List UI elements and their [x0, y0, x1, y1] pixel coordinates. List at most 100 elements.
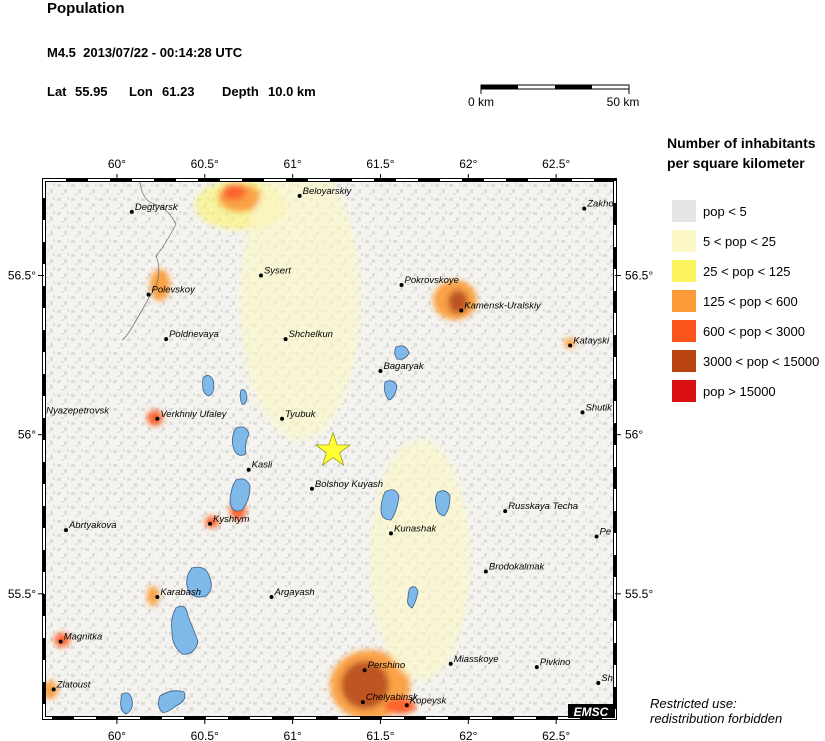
legend-label: 600 < pop < 3000	[703, 324, 805, 339]
depth-label: Depth	[222, 84, 259, 99]
city-dot	[246, 467, 251, 472]
x-tick-label: 61.5°	[366, 729, 394, 741]
city-label: Pivkino	[540, 657, 571, 668]
city-dot	[448, 661, 453, 666]
x-tick-label: 60°	[108, 157, 126, 171]
city-label: Beloyarskiy	[303, 186, 353, 197]
lat-label: Lat	[47, 84, 67, 99]
legend: pop < 5 5 < pop < 25 25 < pop < 125 125 < p…	[672, 200, 819, 402]
city-dot	[594, 534, 599, 539]
city-dot	[146, 292, 151, 297]
city-label: Kopeysk	[410, 695, 448, 706]
city-label: Argayash	[274, 587, 315, 598]
city-dot	[155, 416, 160, 421]
city-dot	[297, 193, 302, 198]
city-label: Shchelkun	[289, 329, 333, 340]
legend-swatch	[672, 230, 696, 252]
cities: Degtyarsk Beloyarskiy Zakho Sysert Polevskoy…	[44, 186, 614, 708]
y-tick-label: 56°	[625, 428, 643, 442]
city-dot	[51, 687, 56, 692]
legend-label: 25 < pop < 125	[703, 264, 790, 279]
x-tick-label: 62°	[459, 157, 477, 171]
scale-start: 0 km	[468, 95, 494, 109]
city-label: Kamensk-Uralskiy	[464, 301, 542, 312]
ticks: 60° 60° 60.5° 60.5° 61° 61° 61.5° 61.5° 62° 62° 62…	[8, 157, 654, 741]
city-dot	[58, 639, 63, 644]
lakes	[120, 345, 451, 715]
city-label: Sysert	[264, 266, 291, 277]
border	[121, 181, 177, 341]
city-label: Magnitka	[64, 632, 103, 643]
legend-label: 3000 < pop < 15000	[703, 354, 819, 369]
city-label: Verkhniy Ufaley	[160, 409, 227, 420]
legend-swatch	[672, 380, 696, 402]
lon-value: 61.23	[162, 84, 195, 99]
x-tick-label: 61°	[284, 157, 302, 171]
legend-label: 5 < pop < 25	[703, 234, 776, 249]
city-dot	[269, 595, 274, 600]
city-label: Chelyabinsk	[366, 692, 419, 703]
city-label: Sh	[601, 673, 613, 684]
note-line: Restricted use:	[650, 696, 737, 711]
city-dot	[280, 416, 285, 421]
city-label: Katayski	[573, 336, 610, 347]
x-tick-label: 60.5°	[191, 729, 219, 741]
city-dot	[483, 569, 488, 574]
city-dot	[596, 680, 601, 685]
city-label: Tyubuk	[285, 409, 317, 420]
epicenter	[314, 431, 352, 467]
legend-title: Number of inhabitants	[667, 135, 816, 151]
city-label: Kunashak	[394, 523, 438, 534]
x-tick-label: 60.5°	[191, 157, 219, 171]
legend-swatch	[672, 290, 696, 312]
city-dot	[388, 531, 393, 536]
legend-label: pop > 15000	[703, 384, 776, 399]
map-background: Degtyarsk Beloyarskiy Zakho Sysert Polevskoy…	[44, 180, 615, 718]
brand-box	[568, 704, 615, 718]
brand: EMSC	[574, 705, 609, 719]
city-label: Kasli	[252, 460, 273, 471]
legend-label: 125 < pop < 600	[703, 294, 798, 309]
city-dot	[582, 206, 587, 211]
note-line: redistribution forbidden	[650, 711, 782, 726]
legend-swatch	[672, 350, 696, 372]
city-dot	[534, 665, 539, 670]
epicenter-layer	[314, 431, 352, 467]
city-dot	[362, 668, 367, 673]
legend-label: pop < 5	[703, 204, 747, 219]
city-label: Karabash	[160, 587, 201, 598]
x-tick-label: 61°	[284, 729, 302, 741]
x-tick-label: 61.5°	[366, 157, 394, 171]
city-label: Bagaryak	[383, 361, 424, 372]
city-label: Poldnevaya	[169, 329, 219, 340]
city-label: Zlatoust	[56, 679, 91, 690]
scale-end: 50 km	[607, 95, 640, 109]
city-dot	[404, 703, 409, 708]
city-dot	[568, 343, 573, 348]
city-dot	[258, 273, 263, 278]
city-label: Miasskoye	[454, 654, 499, 665]
city-dot	[399, 283, 404, 288]
y-tick-label: 56°	[18, 428, 36, 442]
city-dot	[63, 528, 68, 533]
city-dot	[208, 521, 213, 526]
x-tick-label: 62.5°	[542, 157, 570, 171]
lat-value: 55.95	[75, 84, 108, 99]
lon-label: Lon	[129, 84, 153, 99]
x-tick-label: 62°	[459, 729, 477, 741]
city-label: Nyazepetrovsk	[46, 406, 110, 417]
city-label: Kyshtym	[213, 514, 250, 525]
x-tick-label: 62.5°	[542, 729, 570, 741]
city-label: Pershino	[368, 660, 406, 671]
legend-title: per square kilometer	[667, 155, 805, 171]
city-dot	[164, 337, 169, 342]
y-tick-label: 55.5°	[8, 587, 36, 601]
depth-value: 10.0 km	[268, 84, 316, 99]
city-dot	[378, 369, 383, 374]
city-dot	[360, 700, 365, 705]
city-dot	[283, 337, 288, 342]
y-tick-label: 56.5°	[8, 269, 36, 283]
city-label: Abrtyakova	[68, 520, 117, 531]
